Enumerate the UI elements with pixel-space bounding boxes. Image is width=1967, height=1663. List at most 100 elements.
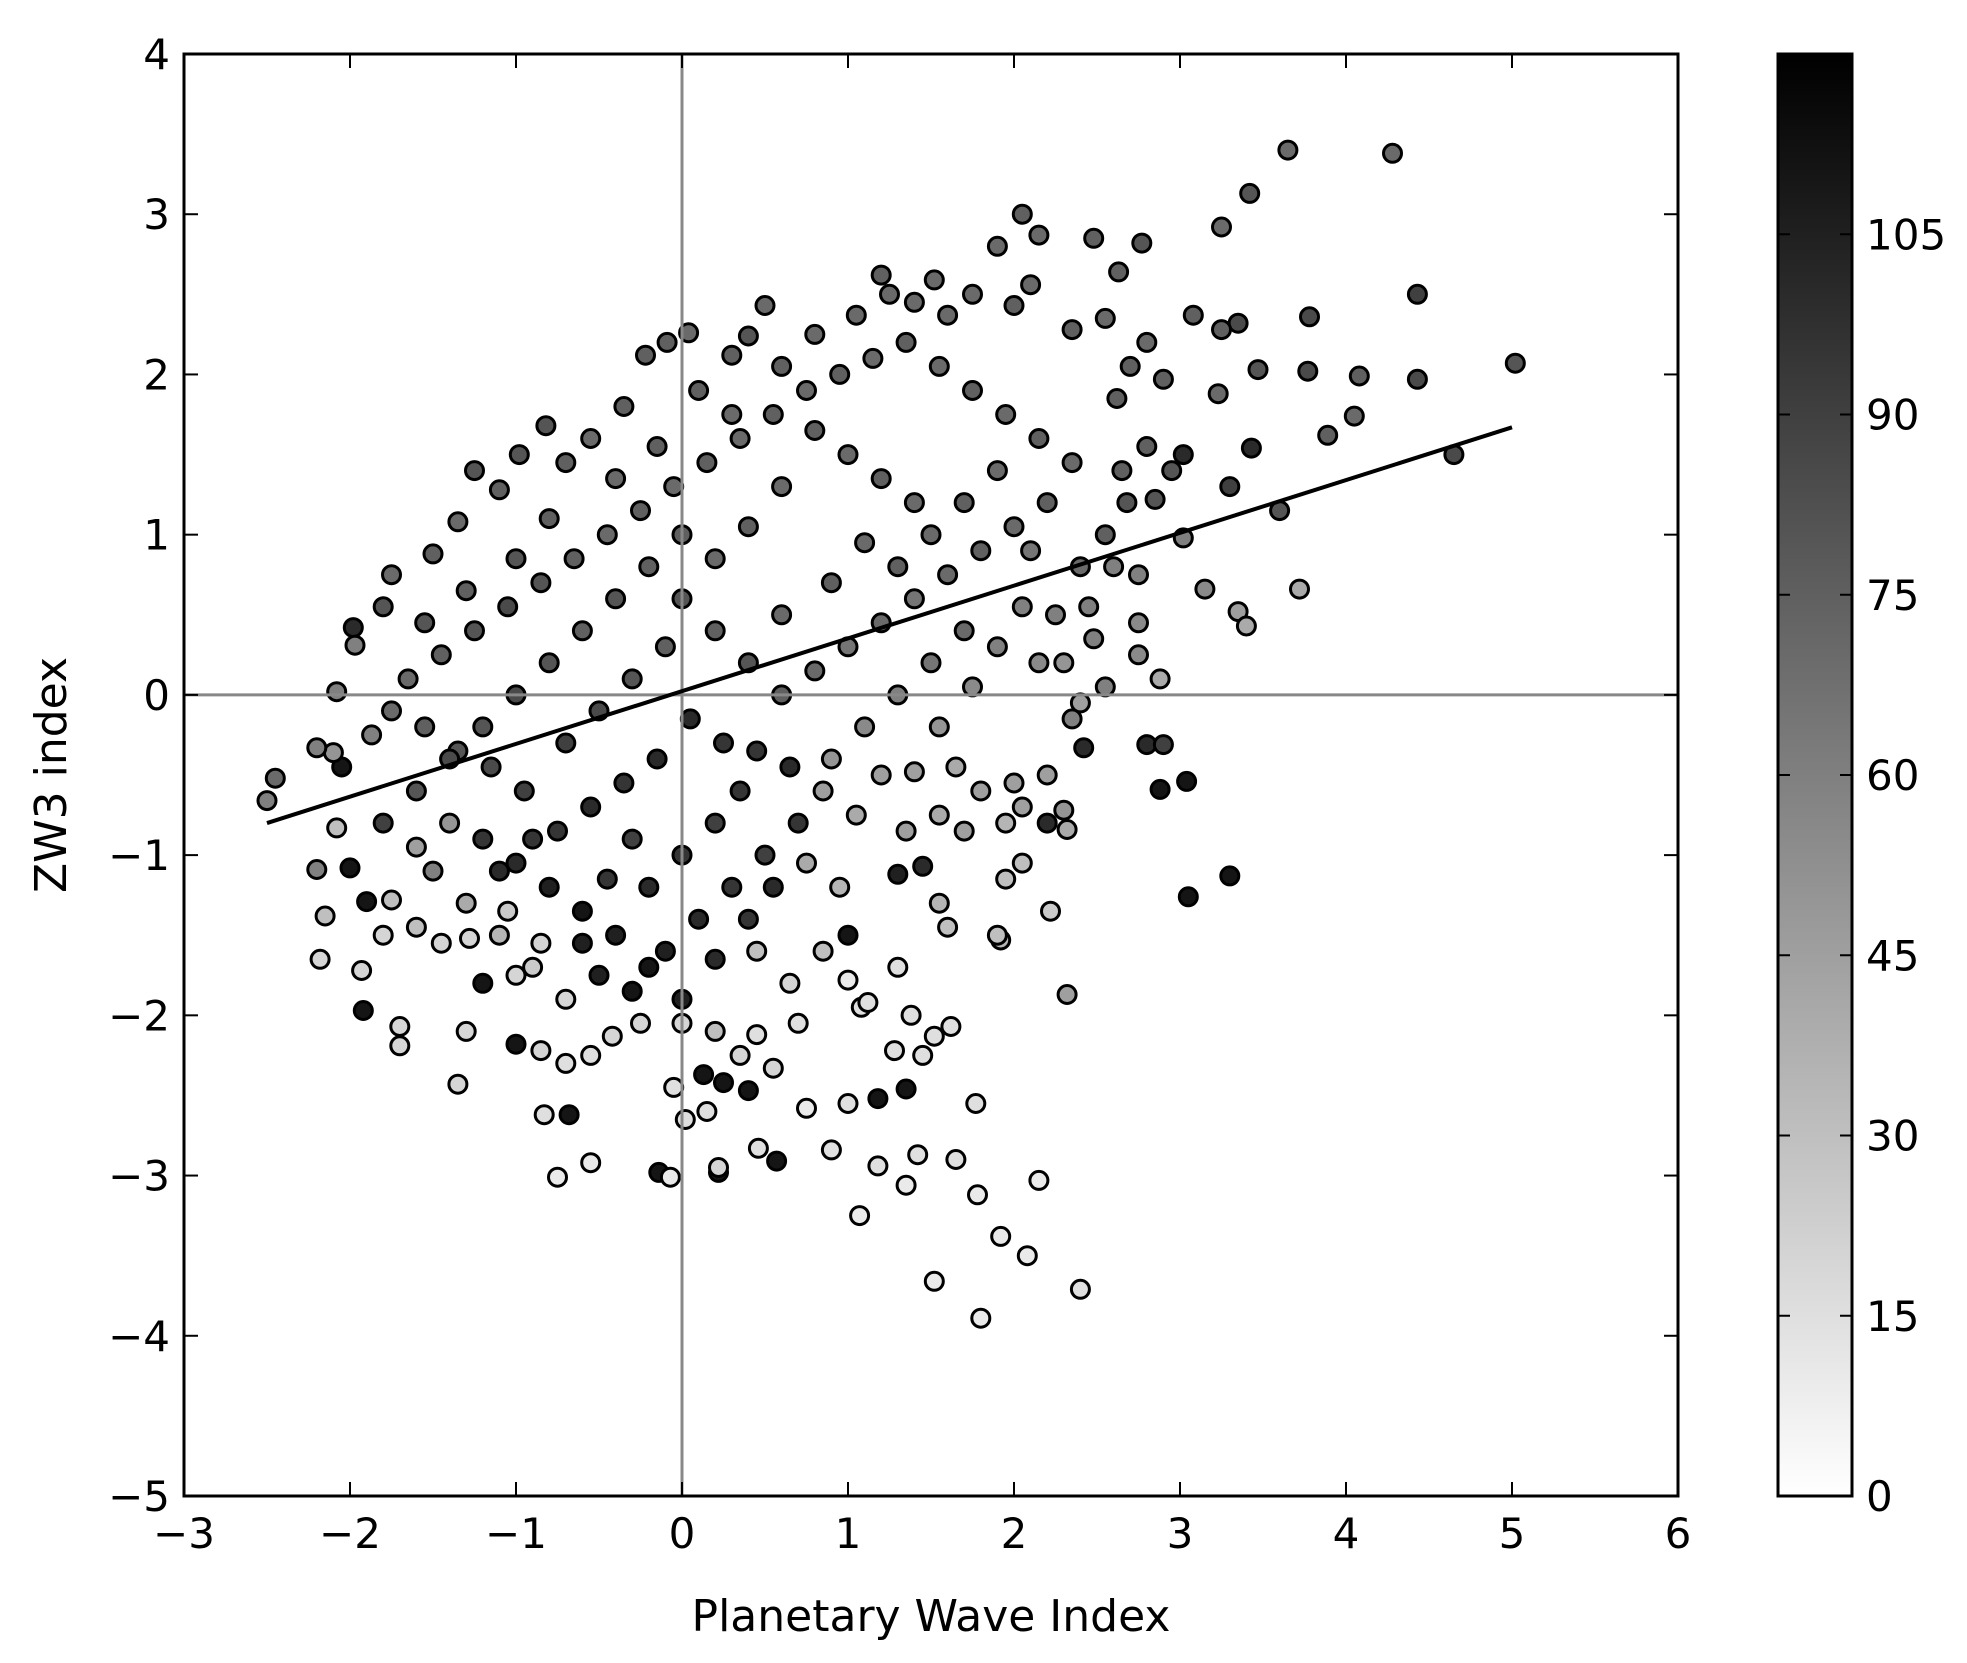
data-point [1061, 708, 1083, 730]
data-point [928, 804, 950, 826]
y-tick-label: −2 [108, 991, 170, 1040]
data-point [522, 828, 544, 850]
data-point [1177, 886, 1199, 908]
data-point [530, 1040, 552, 1062]
data-point [953, 620, 975, 642]
data-point [804, 660, 826, 682]
data-point [820, 1139, 842, 1161]
plot-frame [182, 52, 1680, 1498]
x-tick-label: 2 [1001, 1509, 1028, 1558]
data-point [464, 460, 485, 482]
data-point [713, 1072, 734, 1094]
data-point [796, 852, 817, 874]
data-point [1028, 652, 1050, 674]
data-point [580, 796, 602, 818]
data-point [1128, 644, 1149, 666]
x-axis-label: Planetary Wave Index [692, 1591, 1171, 1642]
data-point [1108, 261, 1130, 283]
data-point [1020, 540, 1042, 562]
data-point [737, 1080, 759, 1102]
data-point [995, 404, 1017, 425]
data-point [704, 548, 726, 570]
data-point [621, 980, 643, 1002]
data-point [870, 468, 892, 490]
data-point [962, 676, 983, 698]
fit-line-layer [266, 425, 1513, 825]
data-point [1382, 142, 1403, 164]
data-point [372, 924, 394, 946]
data-point [693, 1064, 715, 1086]
data-point [326, 681, 348, 703]
data-point [472, 716, 494, 738]
data-point [920, 652, 942, 674]
data-point [580, 1152, 602, 1174]
data-point [659, 1166, 681, 1188]
data-point [596, 524, 618, 546]
data-point [887, 556, 909, 578]
data-point [923, 1270, 945, 1292]
data-point [837, 1093, 859, 1114]
data-point [389, 1016, 411, 1037]
data-point [555, 452, 577, 474]
data-point [928, 355, 950, 377]
data-point [1277, 139, 1299, 161]
data-point [967, 1184, 988, 1206]
data-point [488, 860, 510, 882]
data-point [1152, 368, 1174, 390]
data-point [497, 596, 519, 618]
data-point [596, 868, 618, 890]
data-point [601, 1025, 623, 1047]
data-point [986, 460, 1008, 482]
data-point [538, 652, 560, 674]
data-point [771, 604, 793, 626]
data-point [635, 344, 656, 366]
data-point [1078, 596, 1100, 618]
data-point [344, 634, 366, 656]
data-point [547, 820, 568, 842]
data-point [1240, 437, 1262, 459]
data-point [762, 404, 784, 425]
x-tick-label: −2 [319, 1509, 381, 1558]
data-point [903, 291, 925, 313]
y-tick-label: 2 [143, 350, 170, 399]
data-point [654, 636, 676, 658]
data-point [1003, 772, 1025, 794]
data-point [729, 780, 751, 802]
colorbar-tick-label: 60 [1866, 751, 1919, 800]
data-point [480, 756, 502, 778]
data-point [920, 524, 942, 546]
data-point [895, 1174, 917, 1196]
data-point [945, 1149, 967, 1170]
data-point [405, 836, 427, 858]
data-point [352, 1000, 374, 1021]
data-point [455, 1020, 477, 1042]
data-point [754, 295, 776, 316]
data-point [605, 468, 627, 490]
data-point [464, 620, 485, 642]
data-point [928, 892, 950, 914]
data-point [472, 828, 494, 850]
x-tick-label: −3 [153, 1509, 215, 1558]
data-point [746, 740, 768, 762]
data-point [1235, 615, 1257, 637]
data-point [1003, 516, 1025, 538]
data-point [995, 868, 1017, 890]
fit-line [266, 425, 1513, 825]
data-point [306, 737, 328, 759]
data-point [779, 756, 801, 778]
data-point [613, 772, 635, 794]
colorbar-tick-label: 30 [1866, 1112, 1919, 1161]
data-point [986, 636, 1008, 658]
data-point [638, 556, 660, 578]
data-point [1194, 578, 1216, 600]
data-point [1003, 295, 1025, 316]
data-point [867, 1155, 889, 1177]
data-point [737, 908, 759, 930]
x-tick-label: 0 [669, 1509, 696, 1558]
data-point [837, 969, 859, 991]
data-point [1016, 1245, 1038, 1267]
data-point [1149, 668, 1171, 690]
y-tick-label: −1 [108, 831, 170, 880]
data-point [746, 940, 768, 962]
y-tick-label: 0 [143, 671, 170, 720]
